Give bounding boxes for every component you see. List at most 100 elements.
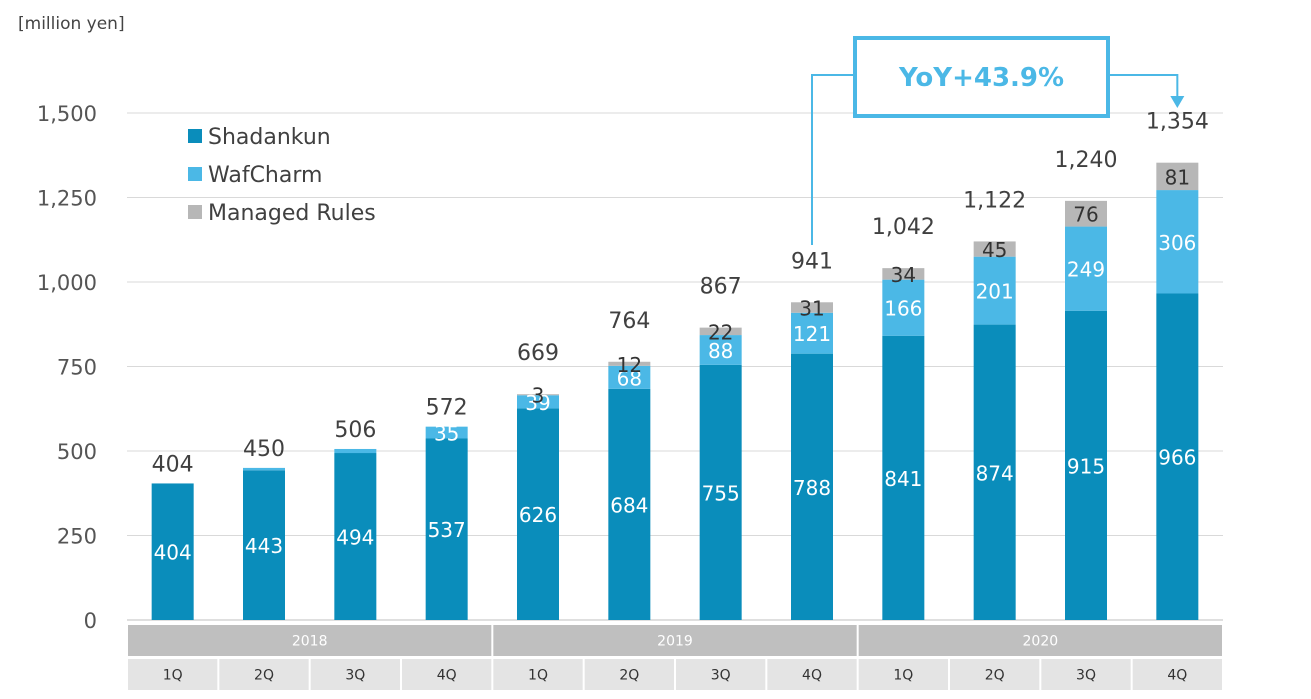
segment-data-label: 537 [428, 518, 466, 542]
bar-segment-shadankun [243, 470, 285, 620]
segment-data-label: 306 [1158, 231, 1196, 255]
total-data-label: 572 [426, 396, 468, 421]
y-tick-label: 750 [57, 356, 97, 380]
quarter-label: 1Q [163, 668, 183, 684]
callout-arrow-head [1170, 96, 1185, 108]
segment-data-label: 755 [702, 481, 740, 505]
segment-data-label: 166 [884, 297, 922, 321]
category-axis-bands: 2018 2019 2020 1Q 2Q 3Q 4Q 1Q 2Q 3Q 4Q 1Q 2Q 3Q 4Q [128, 625, 1222, 690]
quarter-band [219, 659, 309, 690]
gridlines [127, 112, 1223, 621]
quarter-label: 1Q [893, 668, 913, 684]
bar-segment-shadankun [791, 353, 833, 620]
legend-swatch [188, 205, 202, 219]
quarter-band [402, 659, 492, 690]
bars [151, 162, 1199, 620]
quarter-band [858, 659, 948, 690]
bar-segment-shadankun [517, 408, 559, 620]
bar-segment-wafcharm [973, 256, 1016, 325]
bar-segment-wafcharm [882, 279, 925, 336]
bar-segment-shadankun [608, 388, 651, 620]
quarter-band [767, 659, 857, 690]
segment-data-label: 494 [336, 526, 374, 550]
quarter-label: 4Q [437, 668, 457, 684]
segment-data-label: 39 [525, 391, 550, 415]
total-data-label: 669 [517, 341, 559, 366]
segment-data-label: 76 [1073, 203, 1098, 227]
legend-swatch [188, 129, 202, 143]
y-tick-label: 500 [57, 440, 97, 464]
bar-segment-wafcharm [1156, 190, 1199, 294]
segment-data-label: 684 [610, 493, 648, 517]
quarter-label: 4Q [1167, 668, 1187, 684]
quarter-label: 4Q [802, 668, 822, 684]
unit-label: [million yen] [18, 14, 125, 34]
year-label: 2018 [292, 634, 328, 650]
segment-data-label: 34 [891, 263, 916, 287]
year-band [858, 625, 1222, 656]
total-data-label: 867 [700, 275, 742, 300]
bar-segment-wafcharm [243, 467, 285, 471]
y-tick-label: 0 [84, 609, 97, 633]
segment-data-label: 788 [793, 476, 831, 500]
year-band [128, 625, 492, 656]
quarter-band [310, 659, 400, 690]
y-tick-label: 250 [57, 525, 97, 549]
legend-label: Managed Rules [208, 201, 376, 226]
total-data-label: 1,354 [1146, 110, 1209, 135]
y-axis-ticks: 0 250 500 750 1,000 1,250 1,500 [37, 102, 97, 633]
total-data-label: 764 [608, 309, 650, 334]
segment-data-label: 31 [799, 297, 824, 321]
total-data-label: 1,122 [963, 188, 1026, 213]
segment-data-label: 88 [708, 339, 733, 363]
year-label: 2020 [1023, 634, 1059, 650]
bar-segment-shadankun [973, 324, 1016, 620]
segment-data-label: 22 [708, 320, 733, 344]
total-data-label: 1,042 [872, 215, 935, 240]
segment-data-label: 841 [884, 467, 922, 491]
bar-segment-wafcharm [699, 335, 742, 365]
total-data-label: 1,240 [1055, 148, 1118, 173]
quarter-label: 3Q [345, 668, 365, 684]
bar-segment-shadankun [699, 364, 742, 620]
callout-box [853, 36, 1110, 118]
segment-data-label: 121 [793, 322, 831, 346]
total-data-label: 941 [791, 249, 833, 274]
bar-segment-managed-rules [882, 268, 925, 280]
segment-data-label: 404 [154, 541, 192, 565]
bar-segment-shadankun [334, 453, 377, 620]
segment-data-label: 3 [532, 384, 545, 408]
quarter-label: 2Q [254, 668, 274, 684]
quarter-label: 1Q [528, 668, 548, 684]
legend: Shadankun WafCharm Managed Rules [188, 125, 376, 226]
quarter-band [1041, 659, 1131, 690]
segment-data-label: 35 [434, 422, 459, 446]
quarter-label: 2Q [619, 668, 639, 684]
total-data-label: 506 [334, 418, 376, 443]
bar-segment-shadankun [425, 438, 468, 620]
y-tick-label: 1,000 [37, 271, 97, 295]
bar-segment-managed-rules [1065, 200, 1107, 227]
bar-segment-shadankun [151, 483, 194, 620]
quarter-band [950, 659, 1040, 690]
segment-data-label: 81 [1165, 165, 1190, 189]
segment-data-label: 68 [617, 366, 642, 390]
bar-segment-managed-rules [608, 361, 651, 366]
callout-connector-left [811, 74, 855, 245]
bar-segment-managed-rules [517, 394, 559, 396]
segment-data-label: 45 [982, 238, 1007, 262]
segment-data-label: 12 [617, 353, 642, 377]
bar-segment-wafcharm [334, 448, 377, 454]
total-data-label: 450 [243, 437, 285, 462]
quarter-band [676, 659, 766, 690]
bar-segment-managed-rules [973, 241, 1016, 257]
quarter-label: 3Q [1076, 668, 1096, 684]
segment-data-label: 249 [1067, 258, 1105, 282]
quarter-band [493, 659, 583, 690]
quarter-band [584, 659, 674, 690]
year-label: 2019 [657, 634, 693, 650]
legend-swatch [188, 167, 202, 181]
total-data-label: 404 [152, 452, 194, 477]
